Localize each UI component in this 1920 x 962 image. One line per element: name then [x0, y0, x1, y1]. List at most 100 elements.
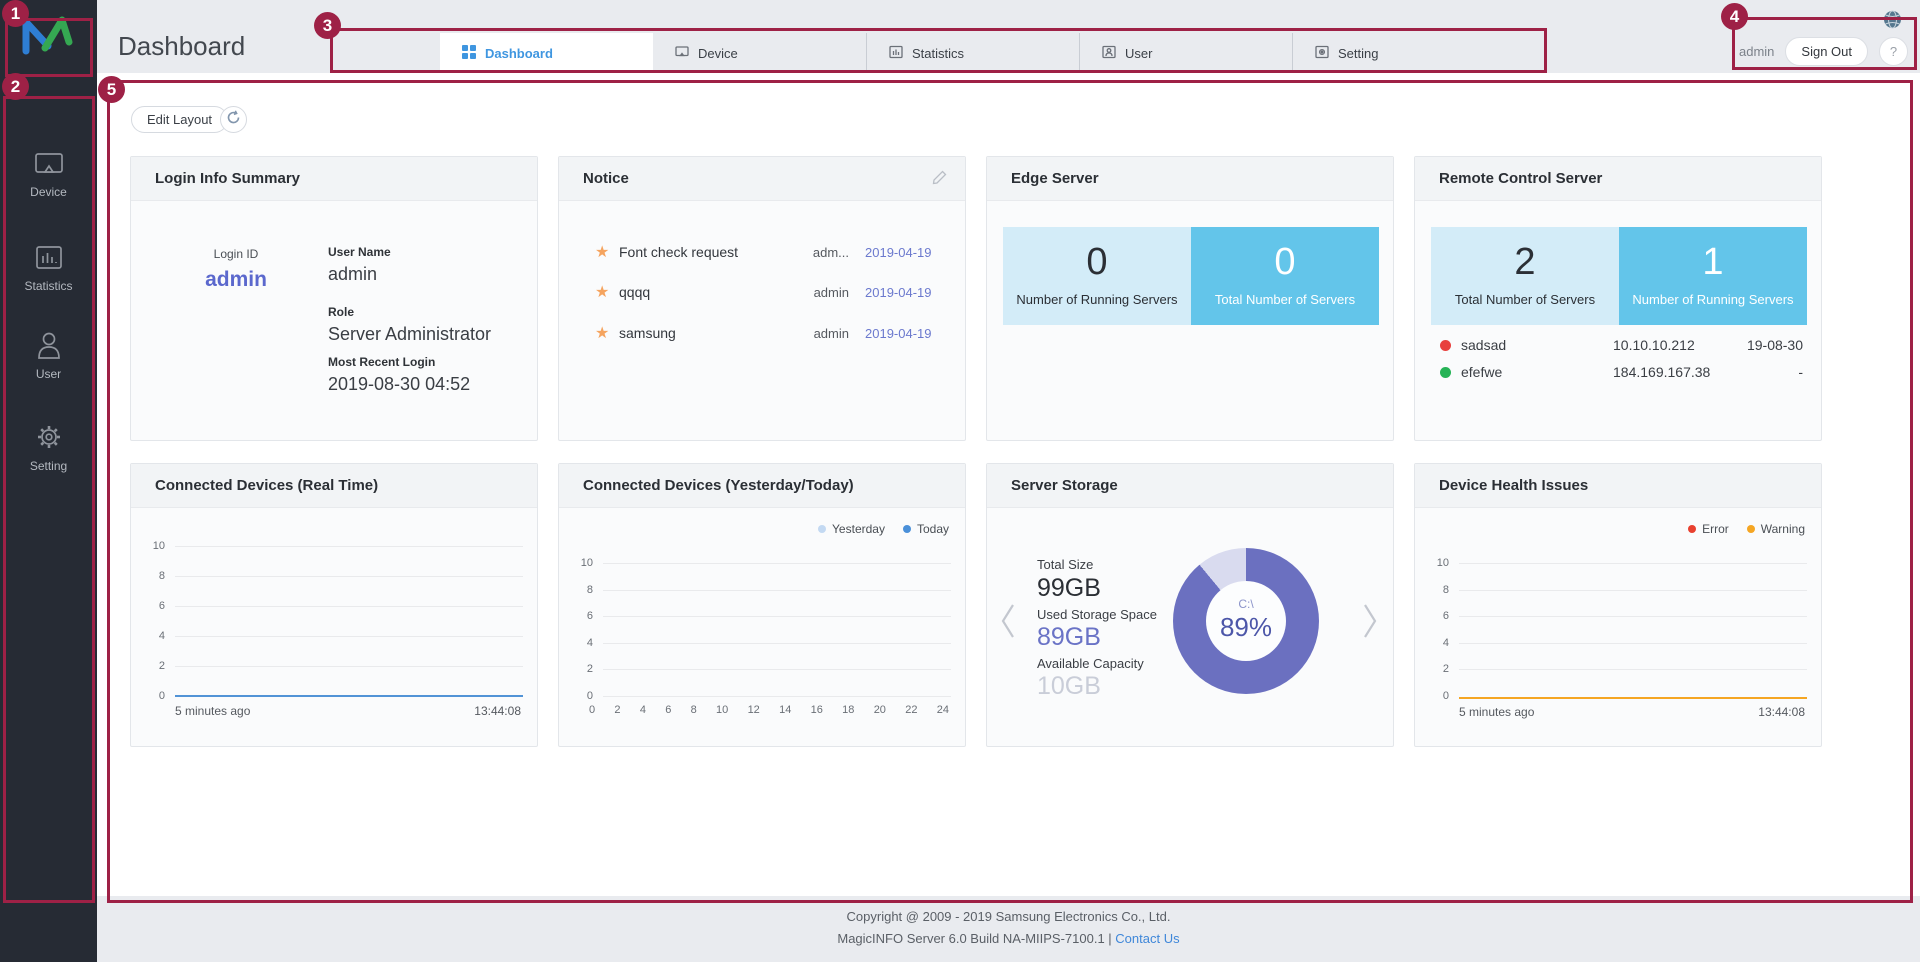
edge-server-tiles: 0 Number of Running Servers 0 Total Numb…: [1003, 227, 1379, 325]
storage-donut: C:\ 89%: [1173, 548, 1319, 694]
sidebar-item-setting[interactable]: Setting: [0, 422, 97, 473]
chart-legend: Yesterday Today: [818, 522, 949, 536]
today-legend-dot: [902, 525, 911, 533]
card-login-info-summary: Login Info Summary Login ID admin User N…: [130, 156, 538, 441]
total-size-label: Total Size: [1037, 557, 1094, 572]
footer: Copyright @ 2009 - 2019 Samsung Electron…: [97, 896, 1920, 962]
card-device-health-issues: Device Health Issues Error Warning 10 8 …: [1414, 463, 1822, 747]
help-button[interactable]: ?: [1879, 37, 1908, 66]
carousel-prev-chevron-icon[interactable]: [999, 602, 1017, 645]
sidebar-item-statistics[interactable]: Statistics: [0, 244, 97, 293]
tile-value: 2: [1514, 241, 1536, 283]
notice-date[interactable]: 2019-04-19: [865, 285, 932, 300]
magicinfo-logo-icon[interactable]: [17, 9, 79, 59]
available-capacity-label: Available Capacity: [1037, 656, 1144, 671]
tab-statistics[interactable]: Statistics: [866, 33, 1079, 73]
user-area: admin Sign Out ?: [1739, 37, 1908, 66]
sidebar: Device Statistics User: [0, 0, 97, 962]
warning-line: [1459, 697, 1807, 699]
notice-title[interactable]: samsung: [619, 325, 676, 341]
user-name-block: User Name admin: [328, 245, 391, 284]
carousel-next-chevron-icon[interactable]: [1361, 602, 1379, 645]
star-icon: ★: [595, 284, 610, 301]
tile-value: 1: [1702, 241, 1724, 283]
server-name: sadsad: [1461, 337, 1507, 353]
notice-title[interactable]: Font check request: [619, 244, 739, 260]
sidebar-item-user[interactable]: User: [0, 330, 97, 381]
server-date: 19-08-30: [1746, 337, 1803, 353]
tile-label: Total Number of Servers: [1454, 292, 1596, 307]
role-block: Role Server Administrator: [328, 305, 492, 344]
x-axis-end: 13:44:08: [474, 704, 521, 718]
edge-total-tile[interactable]: 0 Total Number of Servers: [1191, 227, 1379, 325]
connected-devices-line: [175, 695, 523, 697]
notice-date[interactable]: 2019-04-19: [865, 326, 932, 341]
chart-legend: Error Warning: [1688, 522, 1805, 536]
notice-author: admin: [813, 326, 849, 341]
card-title: Server Storage: [1011, 477, 1118, 494]
gear-badge-icon: [1315, 45, 1338, 62]
sidebar-item-label: Statistics: [24, 279, 73, 293]
refresh-button[interactable]: [220, 106, 247, 133]
sign-out-button[interactable]: Sign Out: [1785, 37, 1868, 66]
contact-us-link[interactable]: Contact Us: [1115, 931, 1180, 946]
card-remote-control-server: Remote Control Server 2 Total Number of …: [1414, 156, 1822, 441]
main-tab-bar: Dashboard Device Statistics: [440, 33, 1505, 73]
warning-legend-dot: [1746, 525, 1755, 533]
tile-value: 0: [1274, 241, 1296, 283]
sidebar-item-label: Device: [30, 185, 67, 199]
edit-layout-button[interactable]: Edit Layout: [131, 106, 229, 133]
error-legend-dot: [1688, 525, 1697, 533]
language-globe-icon[interactable]: [1883, 10, 1902, 34]
total-size-value: 99GB: [1037, 574, 1101, 602]
tile-label: Total Number of Servers: [1214, 292, 1356, 307]
user-name-value: admin: [328, 264, 378, 284]
notice-item[interactable]: ★ qqqq admin 2019-04-19: [559, 279, 965, 309]
card-title: Edge Server: [1011, 170, 1099, 187]
server-ip: 184.169.167.38: [1613, 364, 1711, 380]
tab-setting[interactable]: Setting: [1292, 33, 1505, 73]
sidebar-item-label: Setting: [29, 459, 68, 473]
bar-chart-icon: [889, 45, 912, 62]
edge-running-tile[interactable]: 0 Number of Running Servers: [1003, 227, 1191, 325]
page-title: Dashboard: [118, 31, 246, 61]
tab-device[interactable]: Device: [653, 33, 866, 73]
tab-label: User: [1125, 45, 1153, 61]
available-capacity-value: 10GB: [1037, 672, 1101, 700]
remote-running-tile[interactable]: 1 Number of Running Servers: [1619, 227, 1807, 325]
remote-total-tile[interactable]: 2 Total Number of Servers: [1431, 227, 1619, 325]
card-title: Connected Devices (Yesterday/Today): [583, 477, 854, 494]
card-notice: Notice ★ Font check request adm... 2019-…: [558, 156, 966, 441]
edit-notice-pencil-icon[interactable]: [932, 170, 947, 190]
remote-server-row[interactable]: sadsad 10.10.10.212 19-08-30: [1415, 335, 1821, 359]
tab-dashboard[interactable]: Dashboard: [440, 33, 653, 73]
login-id-block: Login ID admin: [171, 247, 301, 292]
tab-user[interactable]: User: [1079, 33, 1292, 73]
notice-title[interactable]: qqqq: [619, 284, 651, 300]
card-edge-server: Edge Server 0 Number of Running Servers …: [986, 156, 1394, 441]
remote-server-row[interactable]: efefwe 184.169.167.38 -: [1415, 362, 1821, 386]
tile-value: 0: [1086, 241, 1108, 283]
bar-chart-icon: [0, 244, 97, 272]
notice-author: adm...: [812, 245, 849, 260]
tab-label: Device: [698, 45, 738, 61]
server-date: -: [1798, 364, 1803, 380]
server-name: efefwe: [1461, 364, 1503, 380]
gear-icon: [0, 422, 97, 452]
card-title: Device Health Issues: [1439, 477, 1589, 494]
logged-in-user: admin: [1738, 44, 1775, 59]
server-ip: 10.10.10.212: [1613, 337, 1695, 353]
display-icon: [0, 150, 97, 178]
sidebar-item-device[interactable]: Device: [0, 150, 97, 199]
sidebar-item-label: User: [35, 367, 62, 381]
notice-item[interactable]: ★ samsung admin 2019-04-19: [559, 320, 965, 350]
notice-date[interactable]: 2019-04-19: [865, 245, 932, 260]
dashboard-content: Edit Layout Login Info Summary Login ID …: [97, 73, 1920, 896]
login-id-label: Login ID: [213, 247, 259, 261]
notice-item[interactable]: ★ Font check request adm... 2019-04-19: [559, 239, 965, 269]
card-title: Login Info Summary: [155, 170, 301, 187]
header: Dashboard Dashboard Device: [97, 0, 1920, 73]
refresh-icon: [226, 109, 241, 130]
card-server-storage: Server Storage Total Size 99GB Used Stor…: [986, 463, 1394, 747]
notice-author: admin: [813, 285, 849, 300]
